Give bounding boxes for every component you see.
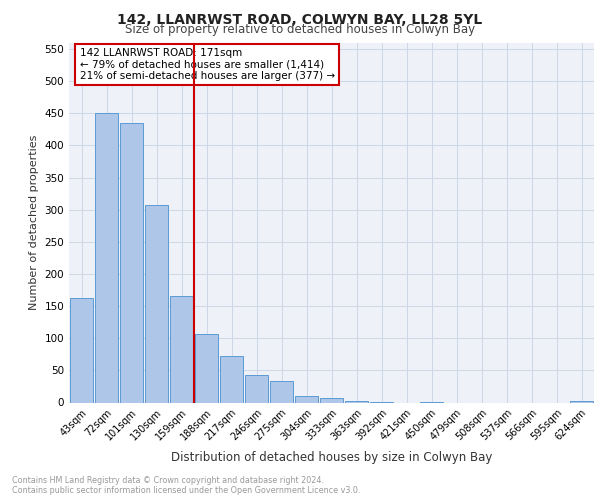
Bar xyxy=(344,401,368,402)
Text: Contains HM Land Registry data © Crown copyright and database right 2024.
Contai: Contains HM Land Registry data © Crown c… xyxy=(12,476,361,495)
Bar xyxy=(220,356,244,403)
Bar xyxy=(170,296,193,403)
Bar xyxy=(569,400,593,402)
Bar xyxy=(295,396,319,402)
Bar xyxy=(145,205,169,402)
Bar xyxy=(245,375,268,402)
Text: 142, LLANRWST ROAD, COLWYN BAY, LL28 5YL: 142, LLANRWST ROAD, COLWYN BAY, LL28 5YL xyxy=(118,12,482,26)
Text: Size of property relative to detached houses in Colwyn Bay: Size of property relative to detached ho… xyxy=(125,22,475,36)
Text: 142 LLANRWST ROAD: 171sqm
← 79% of detached houses are smaller (1,414)
21% of se: 142 LLANRWST ROAD: 171sqm ← 79% of detac… xyxy=(79,48,335,81)
X-axis label: Distribution of detached houses by size in Colwyn Bay: Distribution of detached houses by size … xyxy=(171,450,492,464)
Bar xyxy=(95,113,118,403)
Y-axis label: Number of detached properties: Number of detached properties xyxy=(29,135,39,310)
Bar xyxy=(119,123,143,402)
Bar xyxy=(269,382,293,402)
Bar xyxy=(320,398,343,402)
Bar xyxy=(194,334,218,402)
Bar xyxy=(70,298,94,403)
